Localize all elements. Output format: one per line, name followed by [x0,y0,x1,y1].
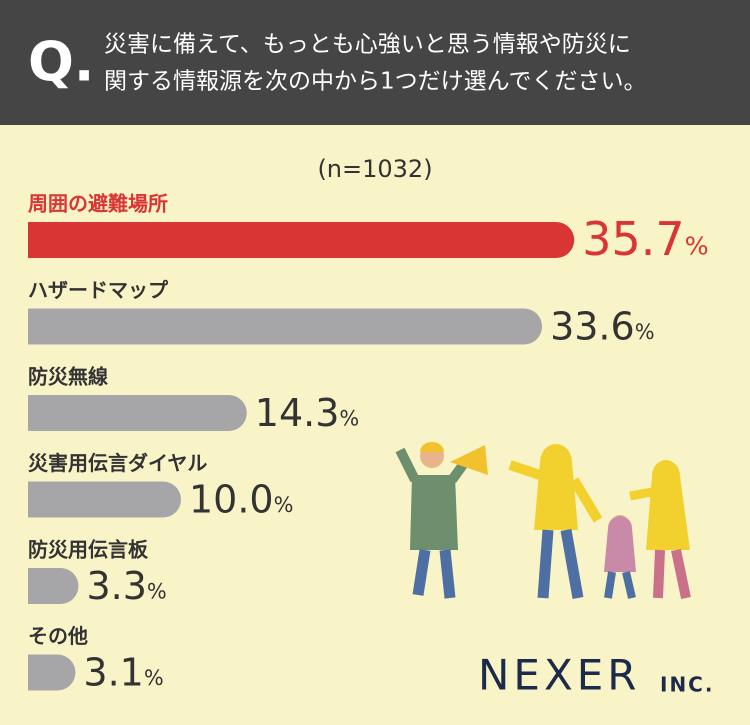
category-label: 防災用伝言板 [28,538,149,562]
value-label: 3.3% [86,564,166,608]
question-mark: Q. [28,31,94,94]
raincoat [604,516,636,572]
leg [671,548,691,600]
leg [604,571,616,599]
value-label: 33.6% [550,304,654,348]
leg [653,549,665,599]
logo-suffix: INC. [660,673,714,697]
sample-size: (n=1032) [317,155,432,183]
value-label: 3.1% [83,650,163,694]
category-label: 周囲の避難場所 [28,192,168,216]
bar [28,481,181,518]
helmet [420,442,444,452]
category-label: ハザードマップ [28,278,169,302]
header-band [0,0,750,125]
logo-name: NEXER [478,651,640,700]
bar [28,395,247,431]
category-label: 防災無線 [28,365,108,389]
leg [622,571,636,599]
coat [410,475,458,550]
leg [439,549,456,599]
bar [28,222,575,258]
leg [412,549,431,596]
value-label: 35.7% [582,212,708,266]
arm [395,447,420,483]
leg [560,529,584,599]
raincoat [534,444,578,530]
value-label: 14.3% [255,391,359,435]
value-label: 10.0% [189,477,293,521]
question-line: 関する情報源を次の中から1つだけ選んでください。 [104,69,646,95]
illustration [395,442,691,600]
bar [28,654,76,691]
leg [537,529,554,599]
arm [569,477,603,523]
megaphone [450,445,488,475]
bar [28,308,543,345]
category-label: その他 [28,624,88,648]
bar [28,568,79,604]
arm [508,460,542,480]
category-label: 災害用伝言ダイヤル [28,451,207,475]
arm [629,487,653,501]
raincoat [646,460,690,550]
bar-chart: 周囲の避難場所 35.7% ハザードマップ 33.6% 防災無線 14.3% 災害用伝言ダイ… [28,192,709,694]
question-line: 災害に備えて、もっとも心強いと思う情報や防災に [104,32,631,58]
